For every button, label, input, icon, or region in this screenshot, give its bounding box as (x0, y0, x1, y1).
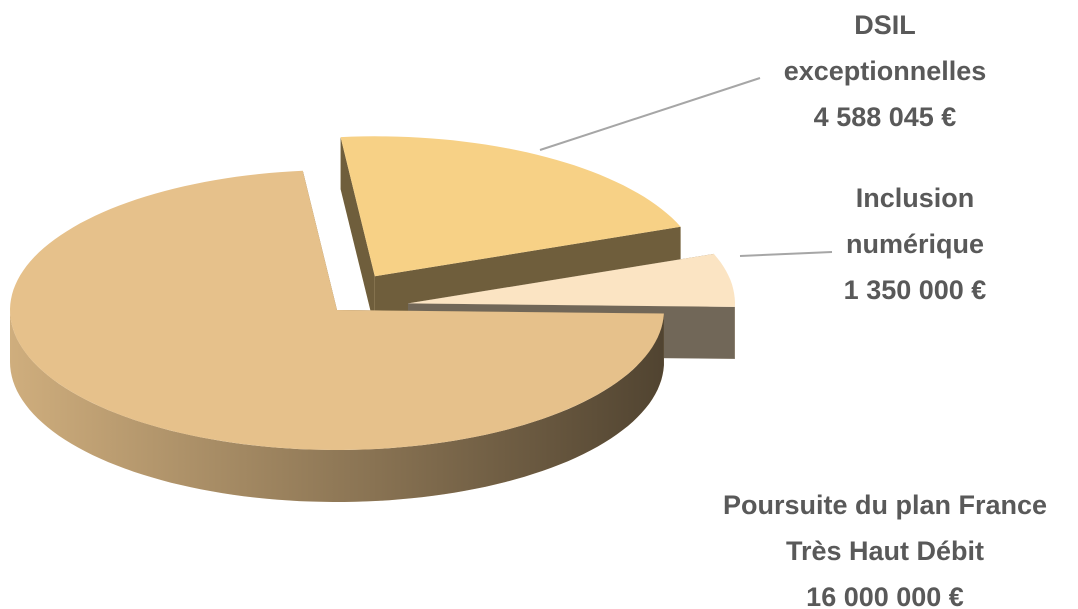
slice (10, 170, 664, 451)
slice-side-shade (340, 137, 375, 329)
slice (408, 253, 735, 307)
category-name: Poursuite du plan France Très Haut Débit (722, 490, 1048, 566)
slices (10, 136, 735, 502)
value-label: 16 000 000 € (806, 582, 964, 609)
slice-label: DSIL exceptionnelles 4 588 045 € (755, 2, 1015, 140)
leader-line (739, 251, 833, 257)
slice-label: Inclusion numérique 1 350 000 € (815, 175, 1015, 313)
slice-label: Poursuite du plan France Très Haut Débit… (700, 482, 1070, 609)
value-label: 4 588 045 € (813, 102, 957, 132)
slice (340, 136, 681, 277)
slice-wall-shade (10, 310, 664, 502)
value-label: 1 350 000 € (843, 275, 987, 305)
leader-line (539, 77, 761, 151)
category-name: Inclusion numérique (845, 183, 985, 259)
category-name: DSIL exceptionnelles (783, 10, 987, 86)
